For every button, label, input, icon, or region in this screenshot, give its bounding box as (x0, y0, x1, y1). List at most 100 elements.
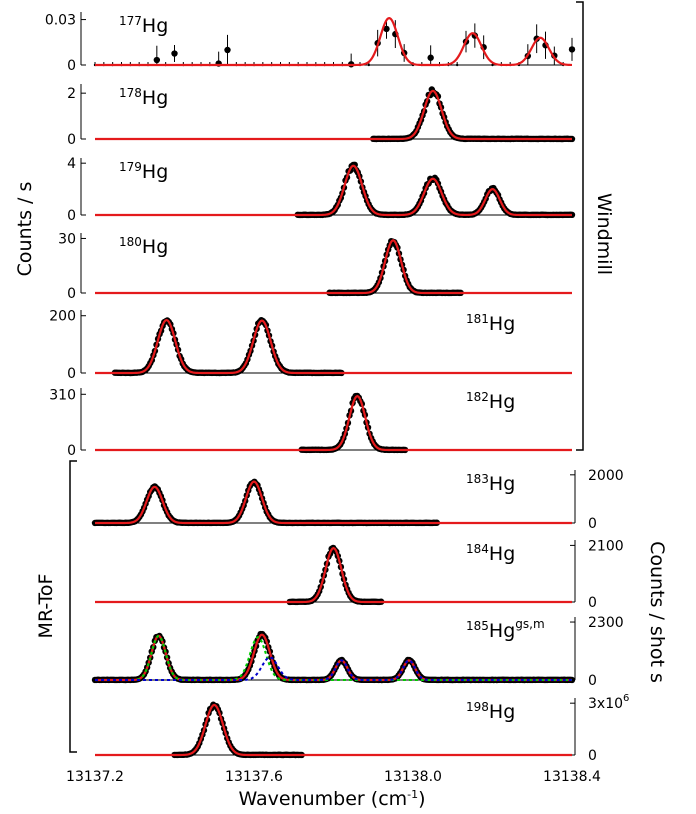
data-point (171, 50, 178, 57)
y-tick-label: 0 (588, 595, 597, 611)
isotope-symbol: Hg (142, 161, 168, 183)
isotope-label: 185Hggs,m (466, 617, 545, 642)
y-tick-label: 2100 (588, 538, 624, 554)
mr-tof-label: MR-ToF (35, 574, 57, 639)
data-point (224, 46, 231, 54)
windmill-label: Windmill (593, 193, 615, 275)
isotope-label: 184Hg (466, 542, 515, 565)
fit-curve (95, 546, 572, 604)
y-tick-label: 200 (49, 309, 76, 325)
isotope-mass: 184 (466, 542, 489, 556)
mr-tof-bracket (69, 460, 77, 753)
panel-198: 0 3x106 198Hg (95, 693, 629, 764)
fit-curve (95, 16, 573, 67)
isotope-mass: 180 (119, 235, 142, 249)
isotope-symbol: Hg (489, 313, 515, 335)
y-tick-label: 4 (67, 156, 76, 172)
data-points (91, 630, 576, 684)
fit-curve (95, 703, 572, 757)
left-y-axis-title: Counts / s (14, 182, 36, 277)
data-points (294, 161, 576, 219)
y-tick-label: 0 (67, 132, 76, 148)
panel-182: 0 310 182Hg (49, 387, 572, 459)
component-curve-green (95, 634, 572, 681)
x-tick-label: 13137.6 (225, 769, 283, 785)
isotope-mass: 178 (119, 86, 142, 100)
isotope-mass: 182 (466, 390, 489, 404)
isotope-label: 198Hg (466, 700, 515, 723)
x-axis-title-main: Wavenumber (cm (238, 788, 407, 810)
data-points (286, 544, 385, 606)
x-tick-label: 13138.0 (384, 769, 442, 785)
isotope-symbol: Hg (489, 543, 515, 565)
y-tick-label: 0 (67, 208, 76, 224)
panel-181: 0 200 181Hg (49, 309, 572, 382)
y-tick-label: 30 (58, 231, 76, 247)
fit-curve (95, 480, 572, 525)
isotope-symbol: Hg (489, 473, 515, 495)
fit-curve (95, 89, 572, 141)
panel-185: 0 2300 185Hggs,m (91, 615, 624, 689)
isotope-symbol: Hg (142, 236, 168, 258)
data-point (427, 54, 434, 61)
data-point (491, 63, 494, 67)
x-tick-label: 13138.4 (543, 769, 601, 785)
panel-184: 0 2100 184Hg (95, 538, 624, 611)
y-tick-exponent: 6 (623, 693, 629, 704)
isotope-symbol: Hg (489, 391, 515, 413)
data-point (383, 25, 390, 33)
y-tick-label: 0.03 (45, 13, 76, 29)
y-tick-label: 0 (67, 58, 76, 74)
data-point (568, 46, 576, 53)
x-axis-title: Wavenumber (cm-1) (238, 788, 425, 810)
data-point (455, 63, 459, 67)
panel-179: 0 4 179Hg (67, 156, 576, 224)
x-axis-ticks: 13137.2 13137.6 13138.0 13138.4 (66, 769, 601, 785)
y-tick-label: 3x106 (588, 693, 629, 712)
panel-178: 0 2 178Hg (67, 84, 576, 148)
isotope-label: 183Hg (466, 472, 515, 495)
isotope-symbol: Hg (142, 87, 168, 109)
isotope-mass: 181 (466, 312, 489, 326)
y-tick-label: 0 (67, 366, 76, 382)
data-points (370, 86, 576, 143)
fit-curve (95, 164, 572, 217)
y-tick-label: 2000 (588, 468, 624, 484)
data-point (367, 63, 371, 67)
isotope-mass: 183 (466, 472, 489, 486)
isotope-mass: 185 (466, 619, 489, 633)
y-tick-label: 0 (67, 443, 76, 459)
y-tick-label: 0 (588, 516, 597, 532)
windmill-bracket (576, 1, 584, 451)
isotope-symbol: Hg (489, 620, 515, 642)
isotope-mass: 198 (466, 700, 489, 714)
y-tick-label: 0 (67, 286, 76, 302)
fit-curve (95, 394, 572, 452)
component-curve-blue (95, 656, 572, 681)
isotope-label: 178Hg (119, 86, 168, 109)
isotope-mass: 177 (119, 14, 142, 28)
panel-183: 0 2000 183Hg (91, 468, 624, 532)
x-axis-title-end: ) (418, 788, 425, 810)
fit-curve (95, 239, 572, 295)
data-points (111, 316, 345, 377)
isotope-label: 181Hg (466, 312, 515, 335)
isotope-symbol: Hg (142, 15, 168, 37)
y-tick-label: 2300 (588, 615, 624, 631)
isotope-symbol: Hg (489, 701, 515, 723)
isotope-suffix: gs,m (515, 617, 544, 631)
isotope-label: 177Hg (119, 14, 168, 37)
isotope-label: 179Hg (119, 160, 168, 183)
data-points (171, 701, 305, 759)
right-y-axis-title: Counts / shot s (646, 541, 668, 683)
data-points (91, 478, 441, 527)
y-tick-label: 310 (49, 387, 76, 403)
isotope-mass: 179 (119, 160, 142, 174)
x-axis-title-sup: -1 (407, 788, 418, 801)
fit-curve (95, 318, 572, 375)
isotope-label: 180Hg (119, 235, 168, 258)
isotope-label: 182Hg (466, 390, 515, 413)
y-tick-label: 0 (588, 748, 597, 764)
